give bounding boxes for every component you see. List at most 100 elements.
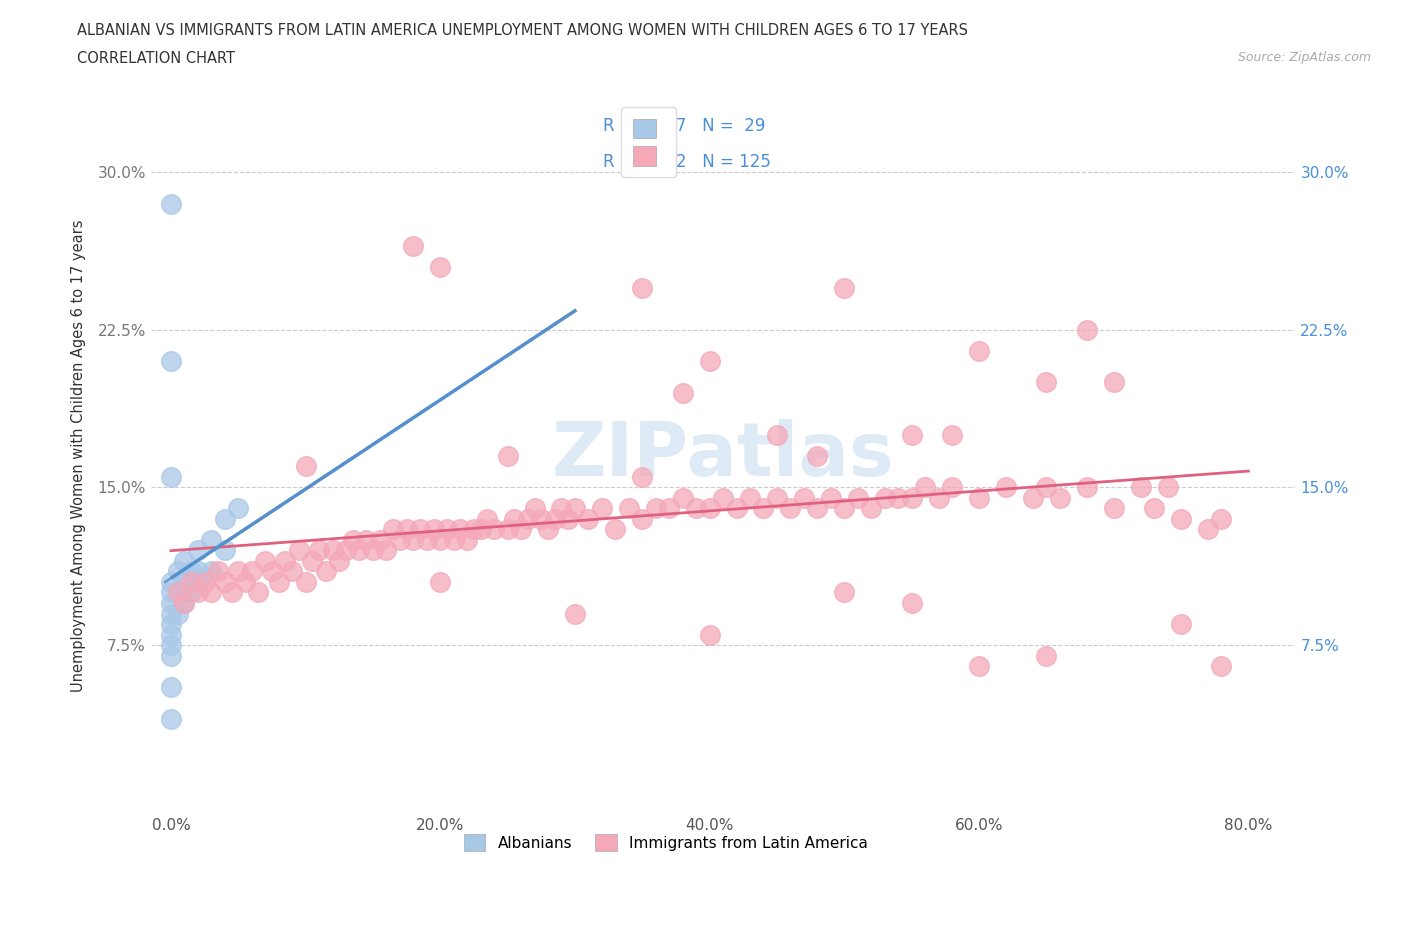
Point [395, 522, 418, 537]
Point [260, 565, 283, 579]
Point [173, 575, 195, 590]
Point [166, 585, 188, 600]
Point [530, 512, 553, 526]
Point [738, 490, 761, 505]
Point [644, 501, 666, 516]
Legend: Albanians, Immigrants from Latin America: Albanians, Immigrants from Latin America [457, 826, 876, 859]
Point [416, 533, 439, 548]
Point [294, 575, 316, 590]
Point [605, 522, 627, 537]
Point [214, 512, 236, 526]
Point [160, 196, 183, 211]
Point [382, 522, 405, 537]
Point [994, 480, 1017, 495]
Point [631, 470, 654, 485]
Point [180, 585, 202, 600]
Point [672, 385, 695, 400]
Point [658, 501, 681, 516]
Point [226, 501, 249, 516]
Point [752, 501, 775, 516]
Point [166, 585, 188, 600]
Point [429, 575, 451, 590]
Point [617, 501, 640, 516]
Text: R = 0.142   N = 125: R = 0.142 N = 125 [603, 153, 770, 170]
Point [699, 354, 721, 369]
Point [591, 501, 613, 516]
Point [1102, 375, 1125, 390]
Point [557, 512, 579, 526]
Point [1129, 480, 1152, 495]
Point [443, 533, 465, 548]
Point [564, 501, 586, 516]
Point [1197, 522, 1219, 537]
Point [900, 490, 922, 505]
Point [1076, 323, 1098, 338]
Point [967, 490, 990, 505]
Point [900, 428, 922, 443]
Point [342, 533, 364, 548]
Point [766, 490, 789, 505]
Point [928, 490, 950, 505]
Text: CORRELATION CHART: CORRELATION CHART [77, 51, 235, 66]
Point [281, 565, 304, 579]
Point [254, 553, 277, 568]
Point [160, 606, 183, 621]
Point [806, 448, 828, 463]
Point [160, 575, 183, 590]
Point [160, 354, 183, 369]
Point [322, 543, 344, 558]
Point [200, 533, 222, 548]
Point [160, 470, 183, 485]
Point [166, 606, 188, 621]
Point [194, 575, 217, 590]
Point [207, 565, 229, 579]
Point [496, 448, 519, 463]
Point [860, 501, 883, 516]
Point [368, 533, 391, 548]
Point [187, 585, 209, 600]
Point [496, 522, 519, 537]
Point [793, 490, 815, 505]
Point [1170, 617, 1192, 631]
Y-axis label: Unemployment Among Women with Children Ages 6 to 17 years: Unemployment Among Women with Children A… [72, 219, 86, 692]
Point [1211, 658, 1233, 673]
Point [1211, 512, 1233, 526]
Text: R = 0.277   N =  29: R = 0.277 N = 29 [603, 117, 765, 135]
Point [173, 553, 195, 568]
Point [180, 575, 202, 590]
Point [766, 428, 789, 443]
Point [335, 543, 357, 558]
Point [516, 512, 538, 526]
Point [564, 606, 586, 621]
Point [160, 627, 183, 642]
Point [941, 480, 963, 495]
Point [470, 522, 492, 537]
Point [160, 617, 183, 631]
Point [914, 480, 936, 495]
Point [1035, 480, 1057, 495]
Point [846, 490, 869, 505]
Point [672, 490, 695, 505]
Point [173, 595, 195, 610]
Point [240, 565, 263, 579]
Point [631, 280, 654, 295]
Point [354, 533, 377, 548]
Point [779, 501, 801, 516]
Point [187, 543, 209, 558]
Point [361, 543, 384, 558]
Point [1049, 490, 1071, 505]
Point [832, 585, 855, 600]
Point [967, 658, 990, 673]
Point [699, 501, 721, 516]
Point [725, 501, 748, 516]
Point [544, 512, 567, 526]
Point [699, 627, 721, 642]
Point [221, 585, 243, 600]
Point [166, 565, 188, 579]
Point [180, 565, 202, 579]
Point [436, 522, 458, 537]
Point [1035, 375, 1057, 390]
Point [1143, 501, 1166, 516]
Point [267, 575, 290, 590]
Point [160, 595, 183, 610]
